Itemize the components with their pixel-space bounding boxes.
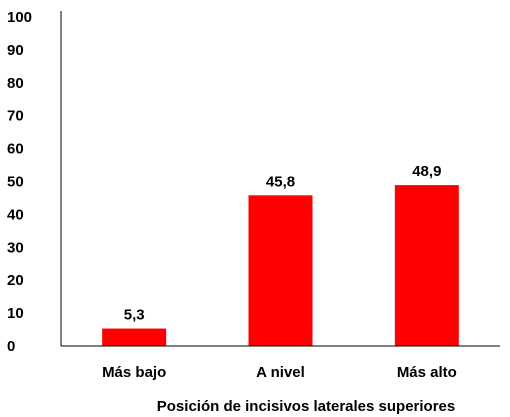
bar <box>102 328 167 346</box>
y-tick-label: 50 <box>7 174 24 191</box>
bars-group <box>102 185 459 346</box>
category-labels-group: Más bajo A nivel Más alto <box>102 364 457 381</box>
x-category-label: A nivel <box>256 364 305 381</box>
y-tick-label: 80 <box>7 75 24 92</box>
y-tick-label: 100 <box>7 9 32 26</box>
x-category-label: Más bajo <box>102 364 166 381</box>
y-tick-label: 70 <box>7 108 24 125</box>
x-category-label: Más alto <box>397 364 457 381</box>
y-tick-label: 40 <box>7 206 24 223</box>
y-tick-label: 30 <box>7 239 24 256</box>
y-axis-ticks: 0 10 20 30 40 50 60 70 80 90 100 <box>7 9 32 355</box>
bar-value-label: 48,9 <box>412 163 441 180</box>
y-tick-label: 20 <box>7 272 24 289</box>
bar-value-label: 45,8 <box>266 173 295 190</box>
y-tick-label: 90 <box>7 42 24 59</box>
y-tick-label: 10 <box>7 305 24 322</box>
data-labels-group: 5,3 45,8 48,9 <box>124 163 442 323</box>
x-axis-title: Posición de incisivos laterales superior… <box>157 398 455 415</box>
bar <box>248 195 313 346</box>
bar-value-label: 5,3 <box>124 307 145 324</box>
y-tick-label: 60 <box>7 141 24 158</box>
bar <box>394 185 459 346</box>
y-tick-label: 0 <box>7 338 15 355</box>
